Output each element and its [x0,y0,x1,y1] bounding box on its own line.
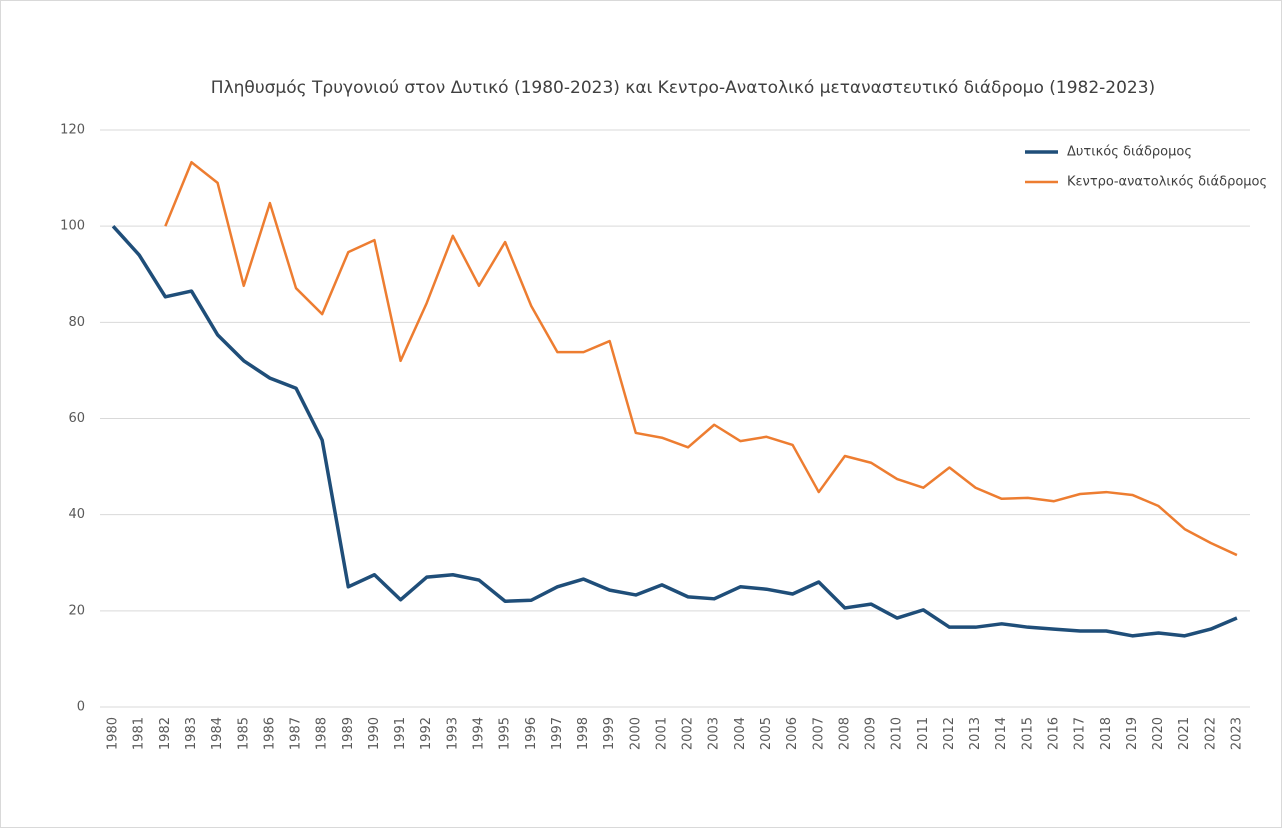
y-tick-label: 40 [68,507,85,522]
x-tick-label: 2004 [733,717,748,750]
x-tick-label: 2010 [890,717,905,750]
x-tick-label: 2009 [864,717,879,750]
x-tick-label: 2007 [811,717,826,750]
x-tick-label: 2019 [1125,717,1140,750]
x-tick-label: 1982 [158,717,173,750]
x-tick-label: 1984 [210,717,225,750]
legend-label: Κεντρο-ανατολικός διάδρομος [1067,175,1267,190]
x-tick-label: 1990 [367,717,382,750]
x-tick-label: 1986 [262,717,277,750]
x-tick-label: 2002 [681,717,696,750]
x-tick-label: 2014 [994,717,1009,750]
y-tick-label: 0 [77,700,85,715]
chart-title: Πληθυσμός Τρυγονιού στον Δυτικό (1980-20… [211,78,1155,98]
x-tick-label: 2012 [942,717,957,750]
x-tick-label: 1980 [106,717,121,750]
x-tick-label: 1983 [184,717,199,750]
x-tick-label: 2001 [654,717,669,750]
x-tick-label: 1988 [315,717,330,750]
y-tick-label: 80 [68,315,85,330]
y-tick-label: 20 [68,603,85,618]
x-tick-label: 1996 [524,717,539,750]
legend-label: Δυτικός διάδρομος [1067,145,1192,160]
x-tick-label: 2011 [916,717,931,750]
x-tick-label: 1995 [498,717,513,750]
x-tick-label: 2005 [759,717,774,750]
x-tick-label: 2021 [1177,717,1192,750]
x-tick-label: 2015 [1020,717,1035,750]
x-tick-label: 2016 [1046,717,1061,750]
y-tick-label: 120 [60,123,85,138]
x-tick-label: 1985 [236,717,251,750]
data-line [164,160,1238,557]
x-tick-label: 2018 [1099,717,1114,750]
x-tick-label: 2022 [1203,717,1218,750]
data-line [111,224,1238,638]
x-tick-label: 1987 [289,717,304,750]
x-tick-label: 2003 [707,717,722,750]
x-tick-label: 1993 [445,717,460,750]
x-tick-label: 2017 [1073,717,1088,750]
x-tick-label: 1999 [602,717,617,750]
x-tick-label: 2020 [1151,717,1166,750]
x-tick-label: 2006 [785,717,800,750]
x-tick-label: 2000 [628,717,643,750]
y-tick-label: 60 [68,411,85,426]
x-tick-label: 2013 [968,717,983,750]
x-tick-label: 1994 [471,717,486,750]
x-tick-label: 1989 [341,717,356,750]
x-tick-label: 1981 [132,717,147,750]
x-tick-label: 1997 [550,717,565,750]
x-tick-label: 1992 [419,717,434,750]
y-tick-label: 100 [60,219,85,234]
x-tick-label: 2008 [837,717,852,750]
x-tick-label: 1991 [393,717,408,750]
x-tick-label: 1998 [576,717,591,750]
x-tick-label: 2023 [1229,717,1244,750]
